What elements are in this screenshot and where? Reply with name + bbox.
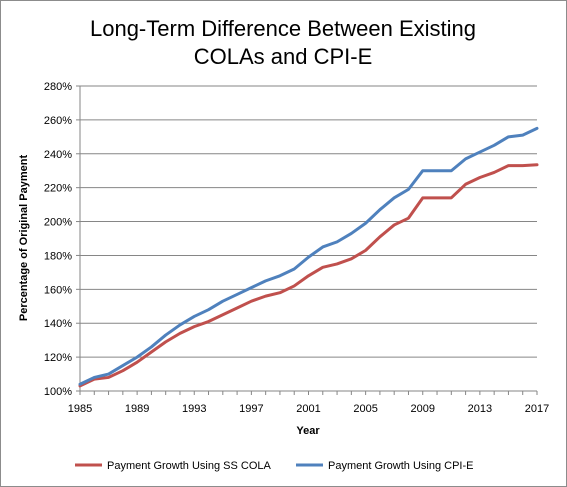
y-tick-label: 160% bbox=[44, 284, 72, 296]
y-tick-label: 120% bbox=[44, 352, 72, 364]
x-tick-label: 2001 bbox=[296, 403, 320, 415]
series-line-2 bbox=[78, 126, 539, 386]
legend: Payment Growth Using SS COLA Payment Grow… bbox=[75, 460, 474, 472]
series-lines bbox=[78, 126, 539, 388]
legend-label-2: Payment Growth Using CPI-E bbox=[328, 460, 474, 472]
y-tick-label: 100% bbox=[44, 386, 72, 398]
y-tick-label: 180% bbox=[44, 250, 72, 262]
x-tick-label: 1985 bbox=[68, 403, 92, 415]
chart-title-line-2: COLAs and CPI-E bbox=[194, 44, 373, 69]
y-tick-label: 260% bbox=[44, 115, 72, 127]
y-tick-label: 220% bbox=[44, 183, 72, 195]
y-tick-label: 140% bbox=[44, 318, 72, 330]
gridlines bbox=[80, 85, 537, 358]
axes bbox=[76, 85, 538, 395]
x-tick-label: 2013 bbox=[468, 403, 492, 415]
x-tick-label: 1993 bbox=[182, 403, 206, 415]
y-tick-label: 280% bbox=[44, 81, 72, 93]
x-tick-label: 1989 bbox=[125, 403, 149, 415]
chart-title-line-1: Long-Term Difference Between Existing bbox=[90, 16, 476, 41]
x-tick-label: 2005 bbox=[353, 403, 377, 415]
x-tick-label: 2009 bbox=[411, 403, 435, 415]
x-axis-title: Year bbox=[296, 425, 320, 437]
x-tick-label: 2017 bbox=[525, 403, 549, 415]
tick-labels: 100% 120% 140% 160% 180% 200% 220% 240% 260% 280%… bbox=[44, 81, 549, 415]
legend-label-1: Payment Growth Using SS COLA bbox=[107, 460, 272, 472]
y-axis-title: Percentage of Original Payment bbox=[18, 155, 30, 322]
series-line-1 bbox=[78, 163, 539, 388]
x-tick-label: 1997 bbox=[239, 403, 263, 415]
y-tick-label: 200% bbox=[44, 217, 72, 229]
y-tick-label: 240% bbox=[44, 149, 72, 161]
